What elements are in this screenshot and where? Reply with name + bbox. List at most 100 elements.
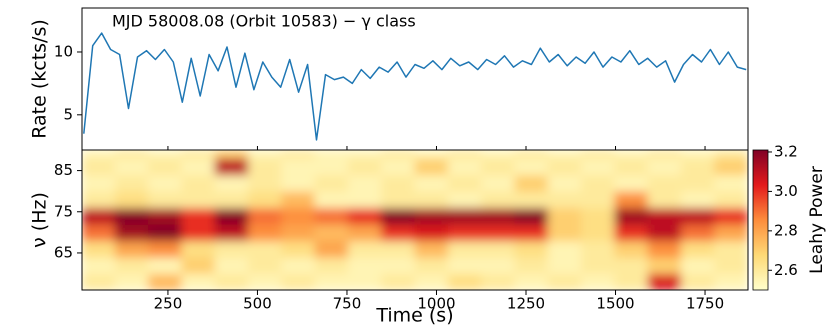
- heat-cell: [414, 223, 449, 242]
- heat-cell: [547, 240, 582, 258]
- heat-cell: [447, 223, 483, 242]
- heat-cell: [181, 273, 216, 290]
- heat-cell: [314, 150, 349, 159]
- heat-cell: [481, 207, 516, 225]
- heat-cell: [714, 207, 748, 225]
- heat-cell: [447, 256, 483, 275]
- heat-cell: [314, 207, 349, 225]
- heat-cell: [614, 223, 649, 242]
- heat-cell: [514, 223, 549, 242]
- heat-cell: [647, 174, 682, 192]
- heat-cell: [447, 190, 483, 209]
- heat-cell: [281, 190, 316, 209]
- heat-cell: [414, 256, 449, 275]
- heat-cell: [614, 157, 649, 176]
- heat-cell: [281, 273, 316, 290]
- heat-cell: [281, 223, 316, 242]
- heat-cell: [347, 207, 383, 225]
- heat-cell: [214, 157, 249, 176]
- heat-cell: [314, 256, 349, 275]
- heat-cell: [148, 150, 183, 159]
- heat-cell: [481, 223, 516, 242]
- heat-cell: [214, 273, 249, 290]
- heat-cell: [547, 256, 582, 275]
- heat-cell: [647, 150, 682, 159]
- heat-cell: [82, 207, 116, 225]
- colorbar-tick-label: 3.2: [774, 142, 798, 160]
- heat-cell: [514, 157, 549, 176]
- heat-cell: [248, 150, 283, 159]
- heat-cell: [680, 207, 716, 225]
- heat-cell: [581, 240, 616, 258]
- heat-cell: [114, 207, 150, 225]
- heat-cell: [547, 174, 582, 192]
- heat-cell: [214, 150, 249, 159]
- heat-cell: [347, 240, 383, 258]
- heat-cell: [114, 273, 150, 290]
- heat-cell: [214, 240, 249, 258]
- heat-cell: [614, 174, 649, 192]
- heat-cell: [82, 223, 116, 242]
- heat-cell: [680, 150, 716, 159]
- heat-cell: [314, 157, 349, 176]
- heatmap: [82, 150, 748, 290]
- heat-cell: [581, 273, 616, 290]
- heat-cell: [680, 273, 716, 290]
- heat-cell: [214, 223, 249, 242]
- heat-cell: [447, 273, 483, 290]
- heat-cell: [714, 150, 748, 159]
- heat-cell: [281, 174, 316, 192]
- heat-cell: [547, 223, 582, 242]
- x-tick-label: 1750: [686, 295, 724, 313]
- y-tick-label: 85: [54, 161, 73, 179]
- heat-cell: [447, 150, 483, 159]
- x-tick-label: 500: [243, 295, 272, 313]
- heat-cell: [414, 273, 449, 290]
- heat-cell: [347, 190, 383, 209]
- heat-cell: [82, 157, 116, 176]
- y-tick-label: 5: [63, 105, 73, 123]
- heat-cell: [381, 223, 416, 242]
- heat-cell: [581, 207, 616, 225]
- heat-cell: [581, 174, 616, 192]
- heat-cell: [248, 273, 283, 290]
- heat-cell: [314, 223, 349, 242]
- heat-cell: [447, 174, 483, 192]
- y-axis-label: ν (Hz): [29, 192, 51, 248]
- heat-cell: [381, 240, 416, 258]
- heat-cell: [381, 150, 416, 159]
- heat-cell: [381, 190, 416, 209]
- heat-cell: [647, 256, 682, 275]
- heat-cell: [680, 157, 716, 176]
- heat-cell: [581, 190, 616, 209]
- heat-cell: [214, 207, 249, 225]
- heat-cell: [214, 256, 249, 275]
- x-tick-label: 1000: [417, 295, 455, 313]
- heat-cell: [647, 207, 682, 225]
- heat-cell: [248, 174, 283, 192]
- heat-cell: [181, 190, 216, 209]
- heat-cell: [148, 273, 183, 290]
- heat-cell: [514, 256, 549, 275]
- x-tick-label: 750: [333, 295, 362, 313]
- heat-cell: [414, 150, 449, 159]
- heat-cell: [214, 174, 249, 192]
- heat-cell: [181, 256, 216, 275]
- heat-cell: [181, 223, 216, 242]
- heat-cell: [514, 150, 549, 159]
- light-curve: [83, 32, 747, 141]
- heat-cell: [547, 157, 582, 176]
- heat-cell: [82, 174, 116, 192]
- heat-cell: [148, 240, 183, 258]
- heat-cell: [614, 240, 649, 258]
- colorbar-tick-label: 2.6: [774, 261, 798, 279]
- heat-cell: [514, 190, 549, 209]
- heat-cell: [281, 207, 316, 225]
- heat-cell: [248, 207, 283, 225]
- y-tick-label: 75: [54, 202, 73, 220]
- heat-cell: [281, 240, 316, 258]
- heat-cell: [547, 207, 582, 225]
- heat-cell: [381, 256, 416, 275]
- heat-cell: [148, 207, 183, 225]
